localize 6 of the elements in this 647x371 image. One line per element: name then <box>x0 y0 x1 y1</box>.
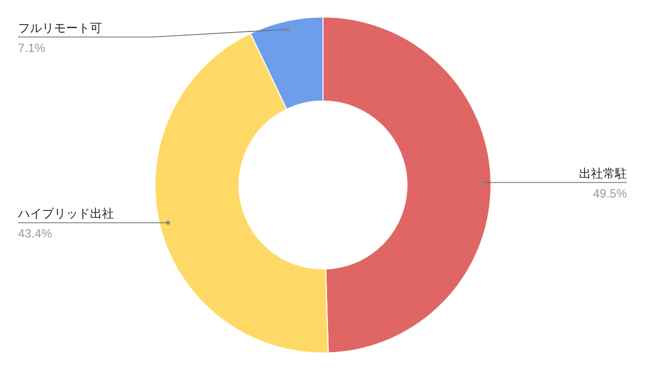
slice-label: ハイブリッド出社 <box>17 206 114 221</box>
data-label: 7.1% <box>18 41 46 55</box>
slice-label: 出社常駐 <box>579 166 627 180</box>
slice-label: フルリモート可 <box>18 21 102 35</box>
data-label: 49.5% <box>592 186 628 200</box>
data-label: 43.4% <box>18 226 52 241</box>
